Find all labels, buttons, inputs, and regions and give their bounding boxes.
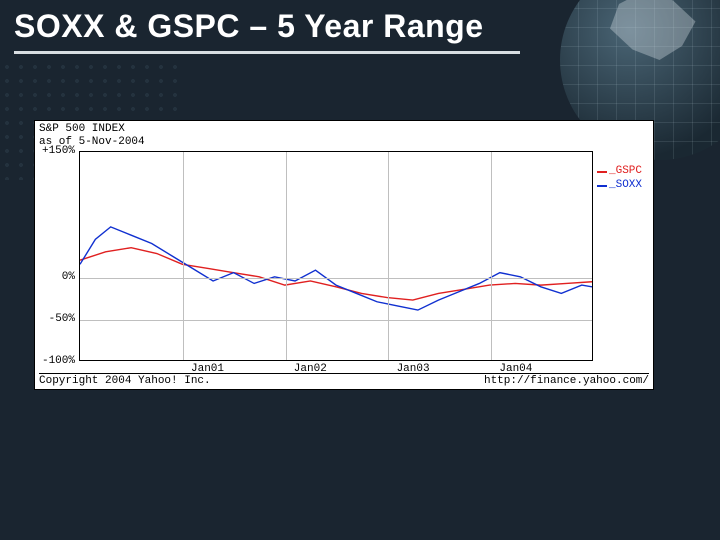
x-axis-label: Jan01: [191, 363, 224, 375]
copyright-text: Copyright 2004 Yahoo! Inc.: [39, 375, 211, 387]
y-axis-label: -100%: [35, 355, 75, 367]
series-line-gspc: [80, 248, 592, 300]
chart-legend: _GSPC_SOXX: [597, 165, 642, 193]
x-axis-label: Jan04: [499, 363, 532, 375]
source-url: http://finance.yahoo.com/: [484, 375, 649, 387]
x-axis-label: Jan03: [397, 363, 430, 375]
chart-header-line1: S&P 500 INDEX: [39, 123, 145, 136]
x-axis-label: Jan02: [294, 363, 327, 375]
y-axis-label: +150%: [35, 145, 75, 157]
chart-card: S&P 500 INDEX as of 5-Nov-2004 _GSPC_SOX…: [34, 120, 654, 390]
gridline-v: [183, 152, 184, 360]
chart-plot-area: [79, 151, 593, 361]
gridline-h: [80, 278, 592, 279]
gridline-v: [491, 152, 492, 360]
legend-swatch: [597, 185, 607, 187]
legend-label: _SOXX: [609, 179, 642, 193]
title-block: SOXX & GSPC – 5 Year Range: [14, 8, 520, 54]
gridline-h: [80, 320, 592, 321]
gridline-v: [388, 152, 389, 360]
legend-item: _GSPC: [597, 165, 642, 179]
slide-title: SOXX & GSPC – 5 Year Range: [14, 8, 520, 45]
legend-item: _SOXX: [597, 179, 642, 193]
y-axis-label: -50%: [35, 313, 75, 325]
legend-swatch: [597, 171, 607, 173]
chart-series-svg: [80, 152, 592, 360]
legend-label: _GSPC: [609, 165, 642, 179]
series-line-soxx: [80, 227, 592, 310]
gridline-v: [286, 152, 287, 360]
chart-footer: Copyright 2004 Yahoo! Inc. http://financ…: [39, 373, 649, 387]
y-axis-label: 0%: [35, 271, 75, 283]
